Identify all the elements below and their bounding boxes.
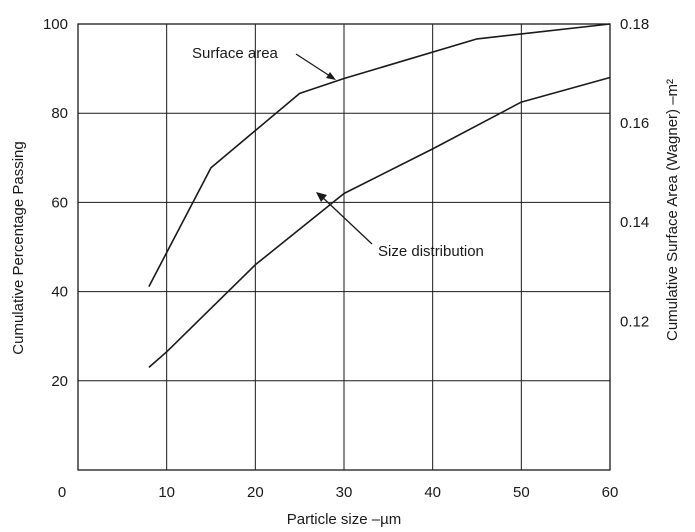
x-axis-title: Particle size –µm xyxy=(287,511,402,528)
series-lines xyxy=(148,23,611,369)
x-tick-label-0: 0 xyxy=(58,484,66,501)
grid-lines xyxy=(78,24,610,470)
annotation-surface-area-arrowhead xyxy=(326,72,336,80)
y-tick-labels: 20 40 60 80 100 xyxy=(43,16,68,390)
annotation-surface-area: Surface area xyxy=(192,45,279,62)
y2-tick-labels: 0.12 0.14 0.16 0.18 xyxy=(620,16,649,330)
x-tick-label-40: 40 xyxy=(424,484,441,501)
x-tick-label-30: 30 xyxy=(336,484,353,501)
series-line-surface-area xyxy=(148,23,611,287)
x-tick-label-10: 10 xyxy=(158,484,175,501)
y2-tick-label-0.14: 0.14 xyxy=(620,214,649,231)
annotation-size-distribution: Size distribution xyxy=(378,243,484,260)
x-tick-labels: 0 10 20 30 40 50 60 xyxy=(58,484,619,501)
y-tick-label-80: 80 xyxy=(51,105,68,122)
y-tick-label-40: 40 xyxy=(51,284,68,301)
series-line-size-distribution xyxy=(148,76,611,369)
x-tick-label-20: 20 xyxy=(247,484,264,501)
y2-axis-title: Cumulative Surface Area (Wagner) –m² xyxy=(664,79,681,341)
y-tick-label-20: 20 xyxy=(51,373,68,390)
y2-tick-label-0.12: 0.12 xyxy=(620,313,649,330)
x-tick-label-50: 50 xyxy=(513,484,530,501)
y2-tick-label-0.18: 0.18 xyxy=(620,16,649,33)
y2-tick-label-0.16: 0.16 xyxy=(620,115,649,132)
plot-frame xyxy=(77,23,611,471)
y-tick-label-60: 60 xyxy=(51,194,68,211)
annotation-size-distribution-arrow xyxy=(319,194,373,245)
y-axis-title: Cumulative Percentage Passing xyxy=(10,141,27,354)
annotation-size-distribution-arrowhead xyxy=(316,192,327,202)
annotation-surface-area-arrow xyxy=(295,53,334,79)
y-tick-label-100: 100 xyxy=(43,16,68,33)
x-tick-label-60: 60 xyxy=(602,484,619,501)
